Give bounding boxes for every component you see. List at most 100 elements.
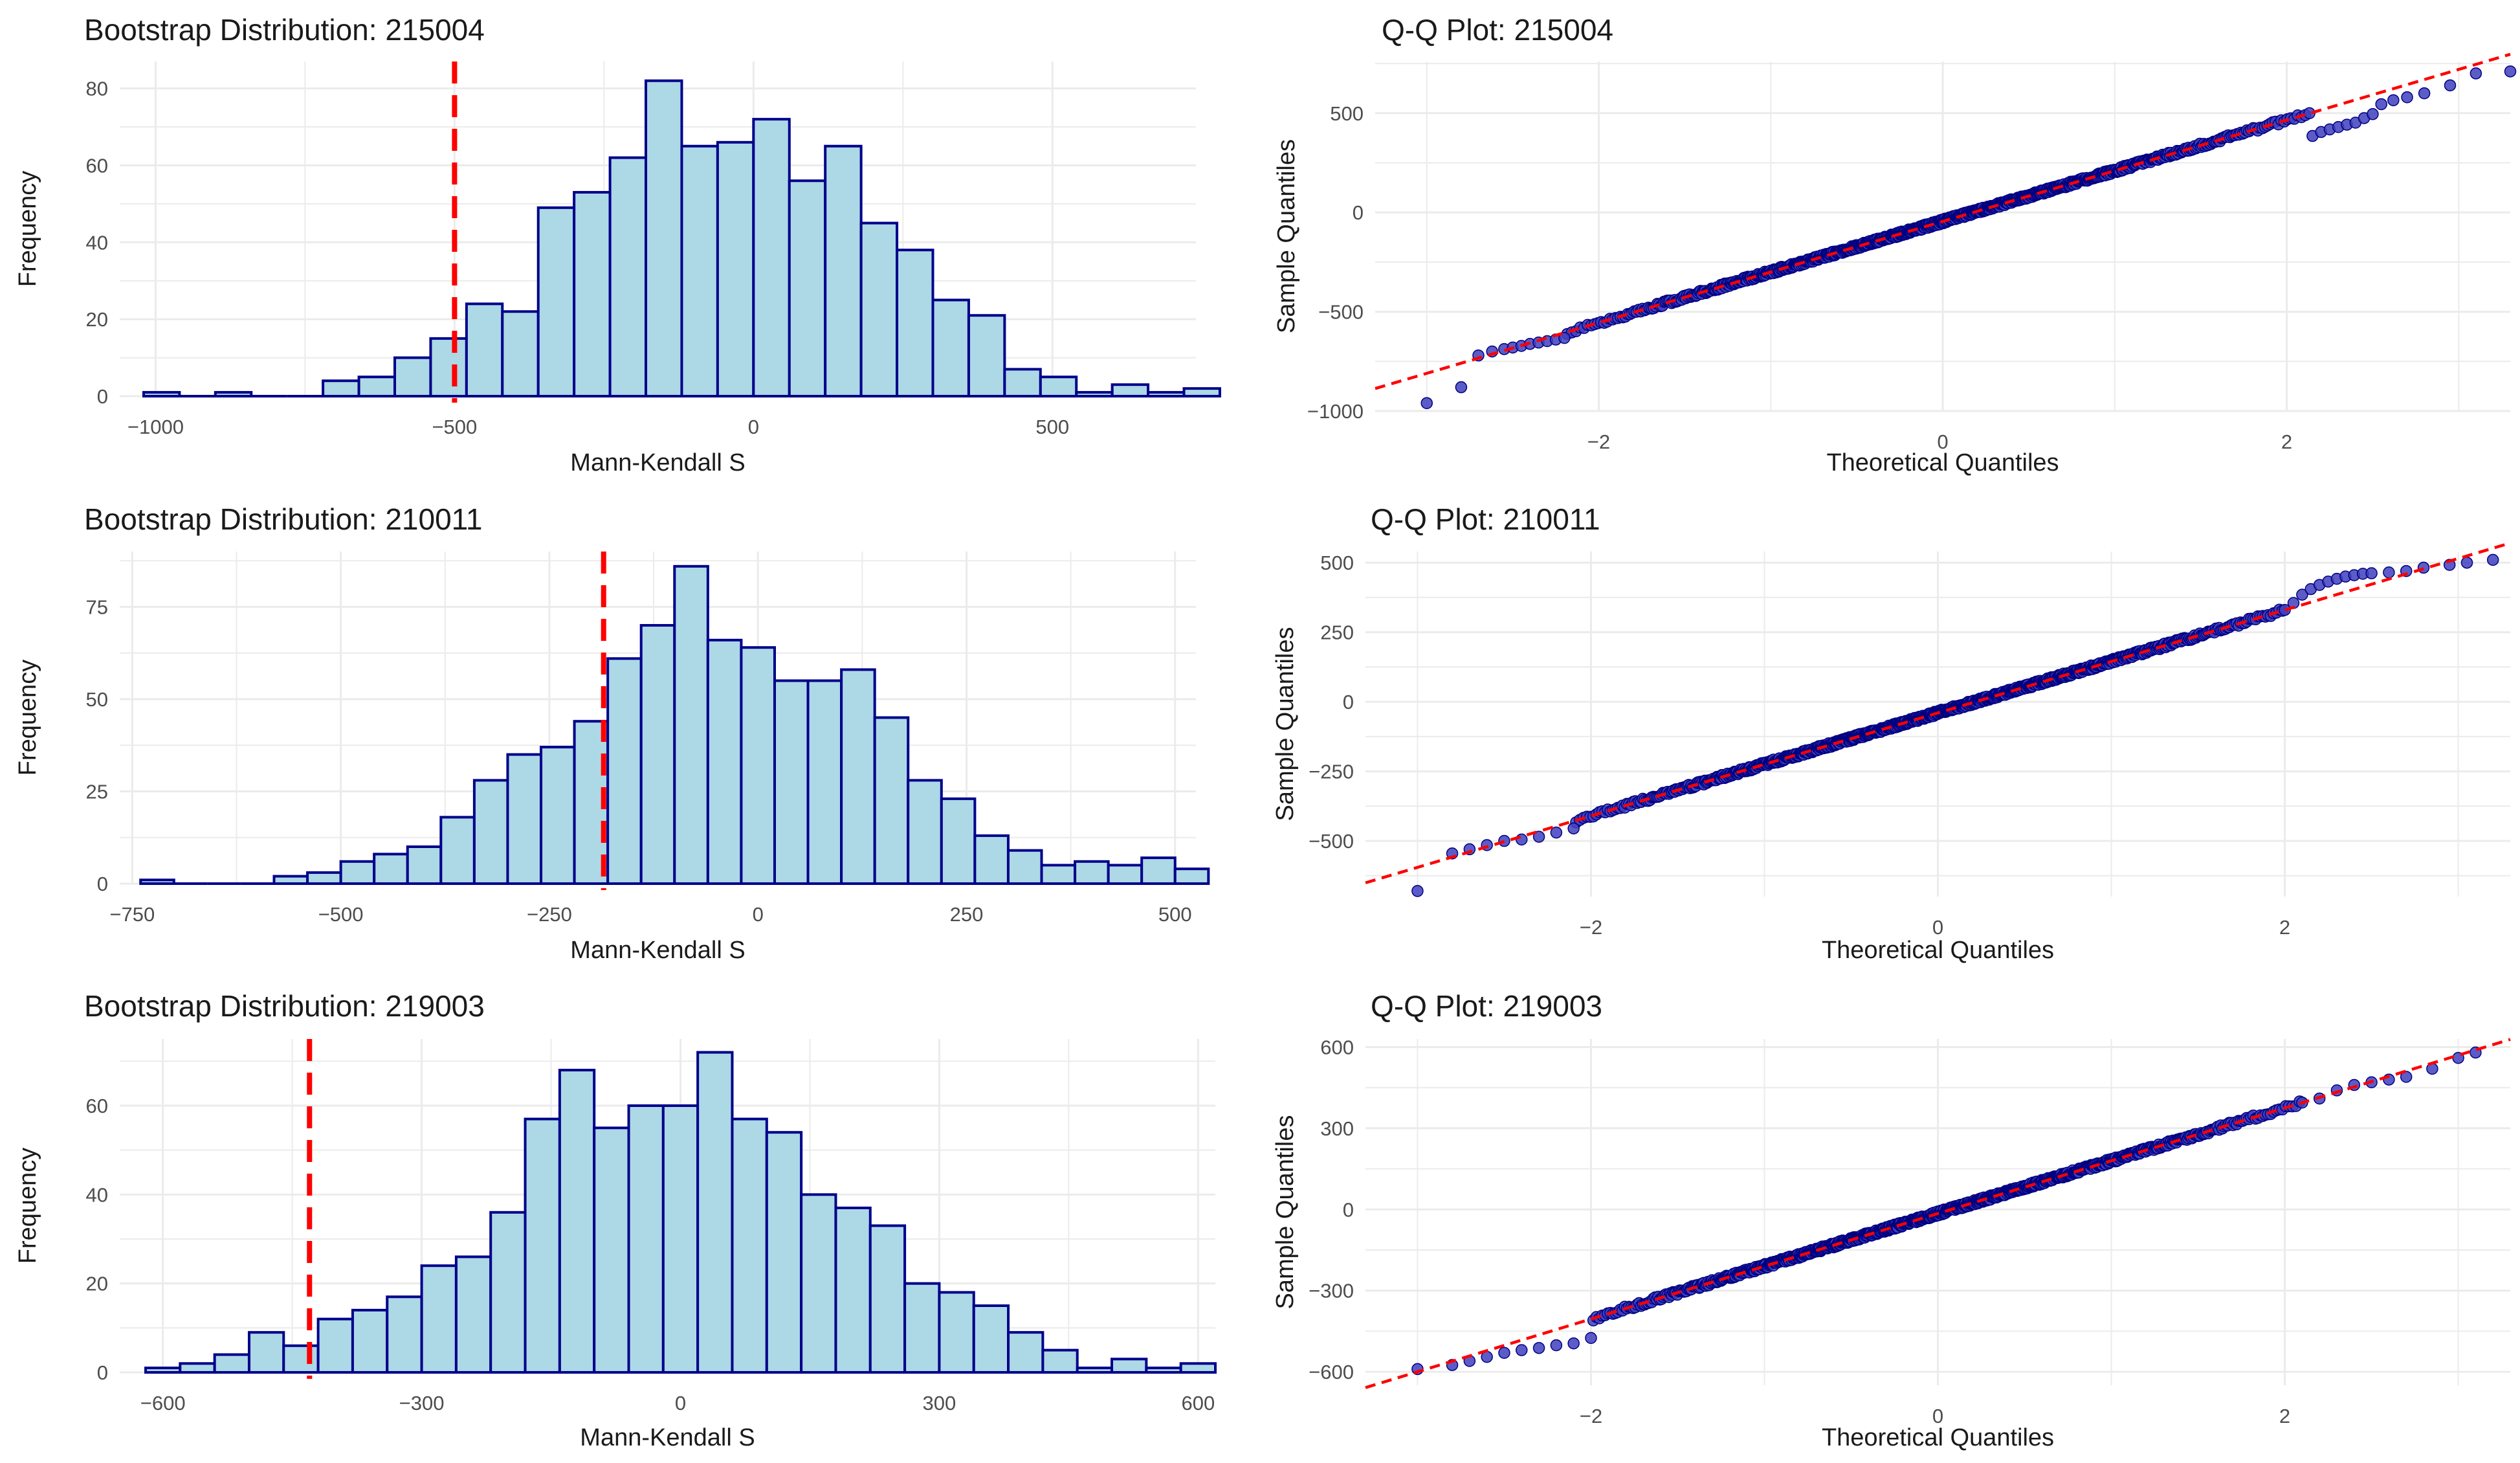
histogram-bar — [645, 79, 683, 397]
histogram-bar — [1140, 856, 1177, 885]
histogram-bar — [706, 638, 743, 885]
histogram-bar — [806, 679, 843, 885]
qq-point — [2296, 588, 2308, 601]
histogram-bar — [357, 375, 396, 397]
histogram-bar — [139, 878, 175, 886]
y-axis-label: Sample Quantiles — [1272, 627, 1299, 821]
y-tick-label: 500 — [1330, 102, 1364, 125]
qq-point — [1515, 833, 1528, 846]
y-tick-label: 20 — [86, 308, 108, 331]
x-axis-label: Mann-Kendall S — [570, 449, 745, 476]
panel-4: −2 0 2 −500 −250 0 250 500 Q-Q Plot: 210011 Theor… — [1272, 502, 2511, 964]
histogram-bar — [558, 1069, 596, 1374]
histogram-bar — [1076, 1367, 1114, 1374]
x-tick-label: −300 — [399, 1392, 445, 1414]
x-tick-label: −500 — [432, 416, 477, 438]
x-tick-label: 600 — [1181, 1392, 1215, 1414]
histogram-bar — [282, 1344, 320, 1374]
x-axis-label: Mann-Kendall S — [580, 1424, 755, 1451]
histogram-bar — [824, 144, 863, 397]
histogram-bar — [696, 1051, 734, 1374]
histogram-bar — [673, 564, 709, 885]
histogram-bar — [179, 1362, 216, 1374]
histogram-bar — [788, 179, 827, 397]
qq-point — [2383, 566, 2395, 579]
y-tick-label: −500 — [1318, 301, 1364, 324]
histogram-bar — [903, 1282, 941, 1374]
y-tick-label: 40 — [86, 1183, 108, 1206]
histogram-bar — [680, 144, 719, 397]
x-tick-label: 500 — [1035, 416, 1069, 438]
histogram-bar — [144, 1367, 182, 1374]
qq-point — [2279, 604, 2291, 616]
histogram-bar — [608, 156, 648, 397]
histogram-bar — [540, 746, 576, 885]
histogram-bar — [1040, 864, 1077, 885]
panel-1: −1000 −500 0 500 0 20 40 60 80 Bootstrap Distribu… — [14, 13, 1221, 476]
x-tick-label: 0 — [748, 416, 759, 438]
y-tick-label: 60 — [86, 154, 108, 177]
x-axis-label: Theoretical Quantiles — [1822, 937, 2054, 964]
y-tick-label: 0 — [97, 873, 108, 895]
y-tick-label: 80 — [86, 78, 108, 100]
y-axis-label: Frequency — [14, 660, 41, 776]
y-tick-label: 600 — [1320, 1036, 1354, 1059]
histogram-bar — [940, 797, 977, 886]
chart-title: Q-Q Plot: 215004 — [1382, 13, 1613, 47]
histogram-bar — [800, 1193, 837, 1374]
x-tick-label: −2 — [1587, 430, 1610, 453]
histogram-bar — [1003, 368, 1042, 397]
histogram-bar — [429, 337, 468, 397]
histogram-bar — [731, 1117, 768, 1374]
y-tick-label: 0 — [97, 1361, 108, 1384]
histogram-bar — [1074, 860, 1110, 886]
x-tick-label: −500 — [318, 903, 364, 926]
x-tick-label: −600 — [140, 1392, 186, 1414]
histogram-bar — [501, 310, 540, 397]
histogram-bar — [972, 1304, 1010, 1374]
qq-point — [1515, 1344, 1528, 1356]
histogram-bar — [373, 853, 409, 886]
qq-point — [2367, 108, 2379, 120]
x-tick-label: −2 — [1580, 916, 1602, 939]
histogram-bar — [393, 356, 432, 397]
qq-point — [2486, 553, 2499, 566]
x-tick-label: 0 — [675, 1392, 686, 1414]
y-tick-label: −250 — [1309, 761, 1354, 783]
y-tick-label: 0 — [1353, 201, 1364, 224]
x-tick-label: 2 — [2281, 430, 2292, 453]
histogram-bar — [931, 298, 970, 397]
histogram-bar — [873, 716, 910, 885]
y-tick-label: −500 — [1309, 830, 1354, 853]
histogram-bar — [896, 249, 934, 397]
histogram-bar — [840, 668, 876, 886]
histogram-bar — [765, 1131, 803, 1374]
histogram-bar — [472, 779, 509, 886]
histogram-bar — [489, 1211, 527, 1374]
qq-point — [1567, 1337, 1580, 1350]
histogram-bar — [536, 206, 576, 397]
y-axis-label: Sample Quantiles — [1273, 139, 1300, 333]
y-tick-label: 300 — [1320, 1117, 1354, 1140]
x-tick-label: 0 — [1937, 430, 1948, 453]
panel-2: −2 0 2 −1000 −500 0 500 Q-Q Plot: 215004 Theoret… — [1273, 13, 2517, 476]
histogram-bar — [420, 1264, 458, 1374]
qq-reference-line — [1365, 541, 2511, 884]
histogram-bar — [306, 871, 342, 886]
x-tick-label: 500 — [1158, 903, 1192, 926]
histogram-bar — [639, 624, 676, 885]
qq-point — [1567, 822, 1580, 834]
qq-point — [1558, 331, 1571, 344]
x-tick-label: −2 — [1580, 1405, 1602, 1427]
qq-point — [2387, 94, 2400, 107]
histogram-bar — [316, 1317, 354, 1374]
histogram-bar — [1107, 864, 1144, 885]
panel-3: −750 −500 −250 0 250 500 0 25 50 75 Bootstrap Dist… — [14, 502, 1210, 964]
histogram-bar — [834, 1206, 872, 1374]
y-tick-label: 20 — [86, 1273, 108, 1295]
x-axis-label: Theoretical Quantiles — [1822, 1424, 2054, 1451]
histogram-bar — [386, 1295, 423, 1374]
histogram-bar — [1039, 375, 1078, 397]
qq-point — [1498, 1346, 1510, 1359]
